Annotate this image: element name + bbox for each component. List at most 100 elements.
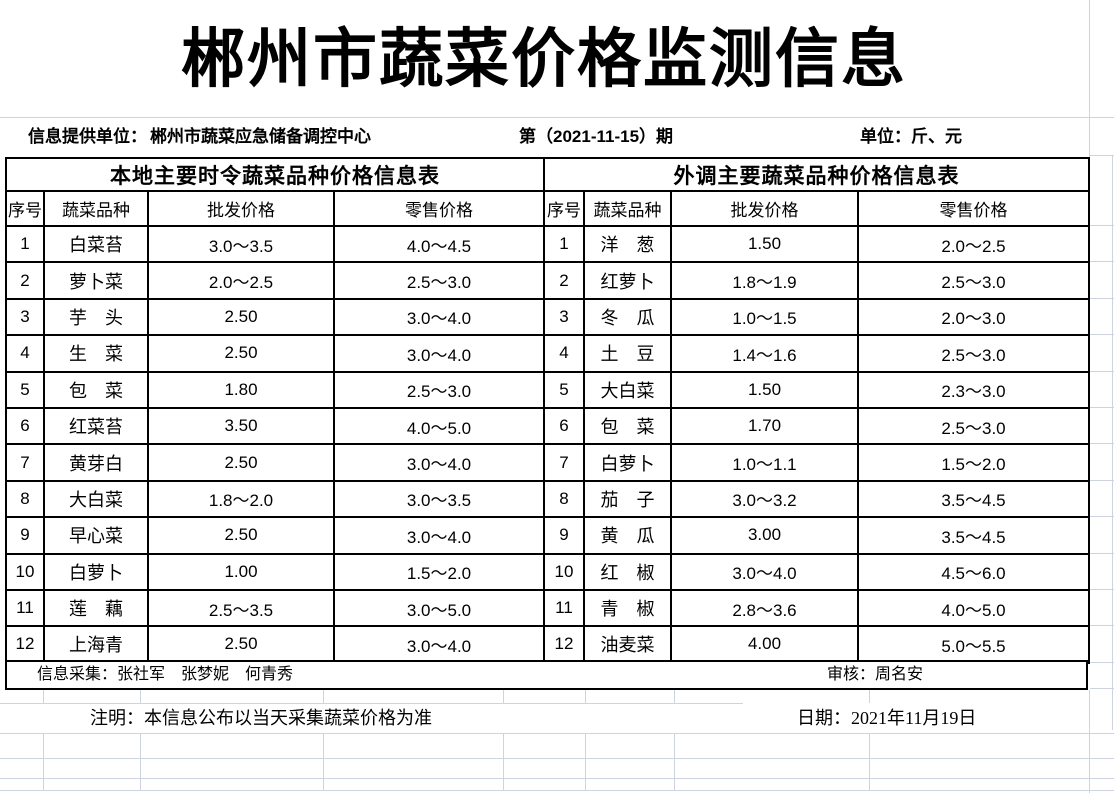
spreadsheet-gridline — [1112, 155, 1113, 730]
col-header-wholesale: 批发价格 — [147, 190, 335, 227]
spreadsheet-gridline — [1090, 661, 1114, 663]
seq-cell: 4 — [5, 334, 45, 373]
retail-price-cell: 1.5～2.0 — [857, 443, 1090, 482]
seq-cell: 2 — [5, 261, 45, 300]
retail-price-cell: 3.5～4.5 — [857, 479, 1090, 519]
seq-cell: 7 — [5, 443, 45, 482]
variety-cell: 上海青 — [43, 625, 149, 664]
seq-cell: 8 — [543, 479, 585, 519]
wholesale-price-cell: 3.0～3.5 — [147, 224, 335, 264]
wholesale-price-cell: 1.8～1.9 — [670, 261, 859, 300]
spreadsheet-gridline — [140, 688, 141, 703]
issue-number: 第（2021-11-15）期 — [519, 127, 674, 146]
variety-cell: 黄 瓜 — [583, 516, 672, 555]
spreadsheet-gridline — [323, 688, 324, 703]
spreadsheet-gridline — [1090, 155, 1114, 156]
retail-price-cell: 2.5～3.0 — [333, 370, 545, 409]
variety-cell: 早心菜 — [43, 516, 149, 555]
retail-price-cell: 3.0～4.0 — [333, 516, 545, 555]
retail-price-cell: 2.5～3.0 — [857, 334, 1090, 373]
seq-cell: 9 — [543, 516, 585, 555]
spreadsheet-gridline — [1090, 225, 1114, 226]
seq-cell: 11 — [5, 588, 45, 628]
wholesale-price-cell: 2.50 — [147, 297, 335, 337]
variety-cell: 包 菜 — [583, 406, 672, 446]
table-row: 11 青 椒 2.8～3.6 4.0～5.0 — [543, 588, 1090, 628]
table-row: 7 黄芽白 2.50 3.0～4.0 — [5, 443, 545, 482]
local-price-table: 本地主要时令蔬菜品种价格信息表 序号 蔬菜品种 批发价格 零售价格 1 白菜苔 3.… — [5, 157, 545, 664]
spreadsheet-gridline — [1090, 407, 1114, 408]
col-header-retail: 零售价格 — [333, 190, 545, 227]
retail-price-cell: 2.3～3.0 — [857, 370, 1090, 409]
col-header-variety: 蔬菜品种 — [583, 190, 672, 227]
wholesale-price-cell: 1.70 — [670, 406, 859, 446]
spreadsheet-gridline — [869, 688, 870, 703]
seq-cell: 4 — [543, 334, 585, 373]
variety-cell: 黄芽白 — [43, 443, 149, 482]
retail-price-cell: 1.5～2.0 — [333, 552, 545, 591]
spreadsheet-gridline — [0, 117, 1114, 118]
local-table-title: 本地主要时令蔬菜品种价格信息表 — [5, 157, 545, 192]
table-section-title-row: 本地主要时令蔬菜品种价格信息表 — [5, 157, 545, 192]
seq-cell: 6 — [5, 406, 45, 446]
retail-price-cell: 4.0～4.5 — [333, 224, 545, 264]
seq-cell: 10 — [5, 552, 45, 591]
collectors-text: 信息采集：张社军 张梦妮 何青秀 — [37, 666, 294, 683]
retail-price-cell: 2.0～2.5 — [857, 224, 1090, 264]
spreadsheet-gridline — [674, 688, 675, 703]
variety-cell: 青 椒 — [583, 588, 672, 628]
page-title: 郴州市蔬菜价格监测信息 — [181, 24, 907, 95]
spreadsheet-gridline — [1090, 589, 1114, 590]
note-text: 注明：本信息公布以当天采集蔬菜价格为准 — [90, 708, 432, 728]
unit-label: 单位：斤、元 — [860, 127, 962, 146]
spreadsheet-gridline — [1090, 443, 1114, 445]
variety-cell: 大白菜 — [43, 479, 149, 519]
wholesale-price-cell: 1.00 — [147, 552, 335, 591]
retail-price-cell: 3.0～3.5 — [333, 479, 545, 519]
spreadsheet-gridline — [1090, 688, 1114, 689]
seq-cell: 7 — [543, 443, 585, 482]
variety-cell: 生 菜 — [43, 334, 149, 373]
retail-price-cell: 3.5～4.5 — [857, 516, 1090, 555]
spreadsheet-gridline — [0, 733, 1114, 734]
retail-price-cell: 4.0～5.0 — [857, 588, 1090, 628]
spreadsheet-gridline — [503, 688, 504, 703]
table-row: 11 莲 藕 2.5～3.5 3.0～5.0 — [5, 588, 545, 628]
table-row: 8 大白菜 1.8～2.0 3.0～3.5 — [5, 479, 545, 519]
variety-cell: 红 椒 — [583, 552, 672, 591]
spreadsheet-gridline — [1089, 690, 1090, 793]
col-header-seq: 序号 — [5, 190, 45, 227]
retail-price-cell: 2.5～3.0 — [857, 261, 1090, 300]
table-row: 10 红 椒 3.0～4.0 4.5～6.0 — [543, 552, 1090, 591]
meta-row: 信息提供单位： 郴州市蔬菜应急储备调控中心 第（2021-11-15）期 单位：… — [0, 117, 1114, 157]
provider-label: 信息提供单位： — [28, 127, 147, 146]
variety-cell: 包 菜 — [43, 370, 149, 409]
wholesale-price-cell: 3.0～4.0 — [670, 552, 859, 591]
spreadsheet-gridline — [0, 758, 1114, 759]
spreadsheet-gridline — [1090, 370, 1114, 372]
wholesale-price-cell: 4.00 — [670, 625, 859, 664]
seq-cell: 11 — [543, 588, 585, 628]
retail-price-cell: 2.0～3.0 — [857, 297, 1090, 337]
col-header-retail: 零售价格 — [857, 190, 1090, 227]
spreadsheet-gridline — [1090, 297, 1114, 299]
retail-price-cell: 3.0～5.0 — [333, 588, 545, 628]
col-header-wholesale: 批发价格 — [670, 190, 859, 227]
variety-cell: 洋 葱 — [583, 224, 672, 264]
wholesale-price-cell: 2.50 — [147, 625, 335, 664]
wholesale-price-cell: 1.80 — [147, 370, 335, 409]
variety-cell: 芋 头 — [43, 297, 149, 337]
variety-cell: 白萝卜 — [583, 443, 672, 482]
table-row: 10 白萝卜 1.00 1.5～2.0 — [5, 552, 545, 591]
spreadsheet-gridline — [1090, 552, 1114, 554]
retail-price-cell: 4.0～5.0 — [333, 406, 545, 446]
